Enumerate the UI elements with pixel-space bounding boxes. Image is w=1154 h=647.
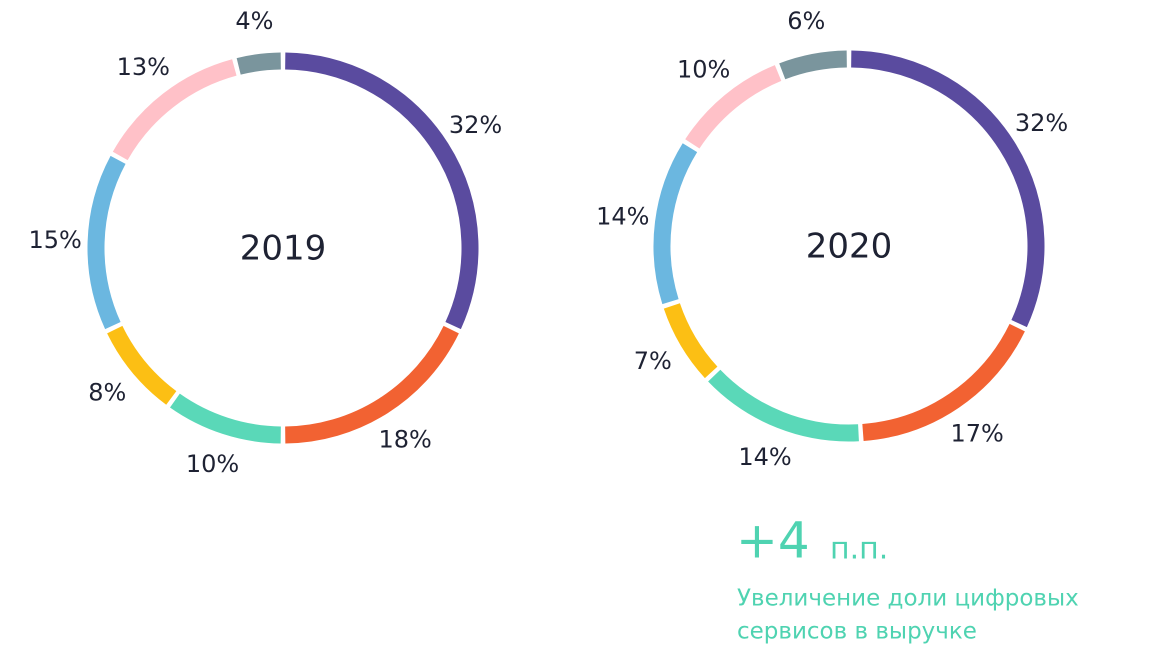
value-label: 4% (235, 7, 273, 35)
value-label: 32% (449, 111, 502, 139)
value-label: 10% (677, 55, 730, 83)
note: сервисов в выручке (737, 619, 977, 645)
value-label: 8% (88, 378, 126, 406)
donut-segment (236, 52, 282, 75)
donut-segment (851, 50, 1045, 328)
value-label: 14% (738, 443, 791, 471)
value-label: 6% (787, 7, 825, 35)
donut-segment (87, 155, 126, 330)
center-title: 2019 (240, 229, 327, 269)
value-label: 17% (950, 420, 1003, 448)
donut-segment (862, 323, 1025, 441)
donut-segment (169, 393, 282, 444)
donut-segment (708, 369, 859, 442)
highlight: +4 (736, 512, 810, 570)
value-label: 14% (596, 202, 649, 230)
value-label: 15% (28, 226, 81, 254)
donut-segment (107, 325, 177, 405)
value-label: 10% (186, 450, 239, 478)
value-label: 32% (1015, 109, 1068, 137)
value-label: 18% (378, 426, 431, 454)
donut-segment (653, 143, 698, 305)
donut-segment (285, 325, 459, 444)
highlight-unit: п.п. (830, 532, 888, 567)
donut-segment (779, 50, 848, 80)
donut-segment (285, 52, 479, 330)
donut-segment (663, 303, 718, 379)
value-label: 7% (634, 347, 672, 375)
value-label: 13% (117, 53, 170, 81)
center-title: 2020 (806, 227, 893, 267)
donut-segment (112, 59, 237, 161)
note: Увеличение доли цифровых (737, 586, 1079, 612)
donut-segment (685, 65, 782, 149)
